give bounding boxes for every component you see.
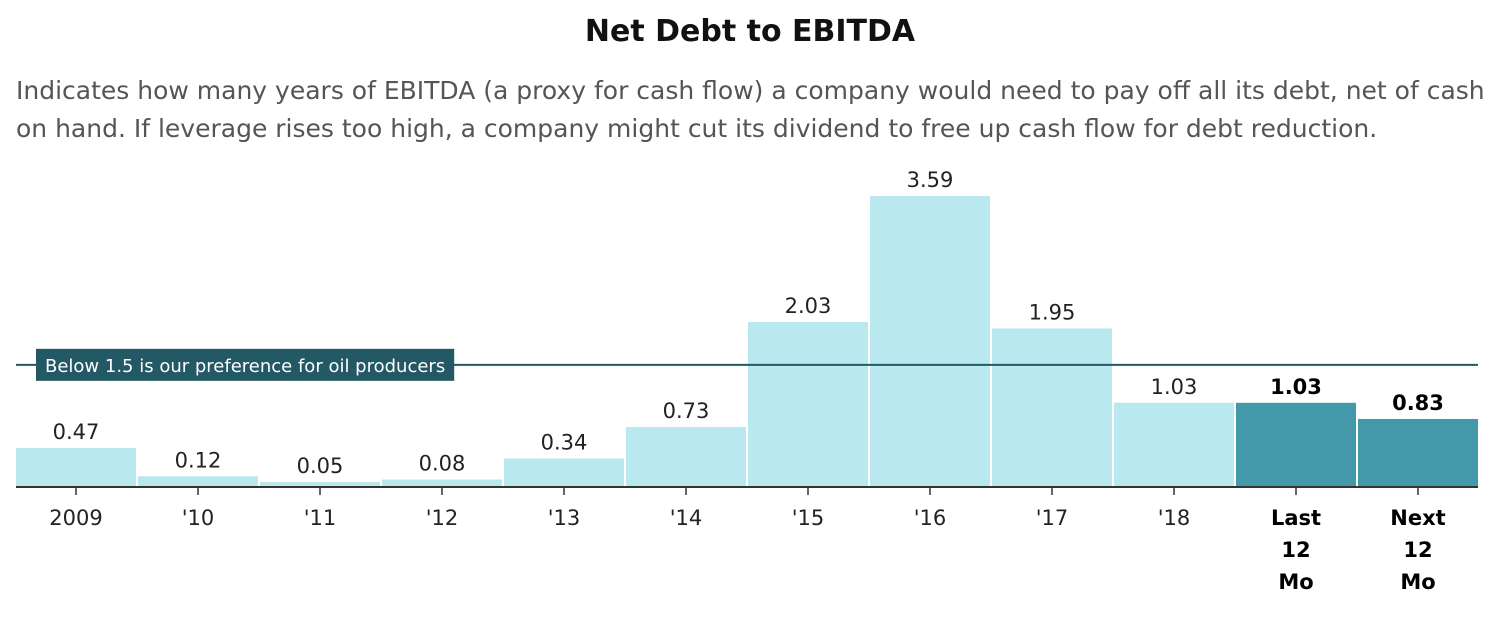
x-tick-label: 2009 — [49, 506, 102, 530]
reference-line-label: Below 1.5 is our preference for oil prod… — [45, 356, 445, 377]
bar — [748, 322, 868, 486]
data-label: 3.59 — [907, 168, 954, 192]
x-tick-label: 12 — [1281, 538, 1310, 562]
bar — [1358, 419, 1478, 486]
x-tick-label: '12 — [426, 506, 459, 530]
bar — [992, 328, 1112, 486]
x-tick-label: Last — [1271, 506, 1321, 530]
bar — [626, 427, 746, 486]
x-tick-label: '14 — [670, 506, 703, 530]
data-label: 1.03 — [1151, 375, 1198, 399]
bar — [1236, 403, 1356, 486]
x-tick-label: '13 — [548, 506, 581, 530]
data-label: 1.95 — [1029, 300, 1076, 324]
data-label: 0.47 — [53, 420, 100, 444]
data-label: 2.03 — [785, 294, 832, 318]
bar — [1114, 403, 1234, 486]
x-tick-label: Mo — [1400, 570, 1435, 594]
data-label: 0.34 — [541, 431, 588, 455]
data-label: 0.12 — [175, 448, 222, 472]
bar — [382, 480, 502, 486]
data-label: 0.83 — [1392, 391, 1444, 415]
bar — [260, 482, 380, 486]
data-label: 0.05 — [297, 454, 344, 478]
x-tick-label: '15 — [792, 506, 825, 530]
x-tick-label: Next — [1390, 506, 1445, 530]
x-tick-label: 12 — [1403, 538, 1432, 562]
bar — [504, 459, 624, 486]
data-label: 1.03 — [1270, 375, 1322, 399]
x-tick-label: '11 — [304, 506, 337, 530]
bar — [870, 196, 990, 486]
bar-chart: 0.47 0.12 0.05 0.08 0.34 0.73 2.03 3.59 1.95 1.03… — [0, 0, 1504, 622]
bar — [16, 448, 136, 486]
x-tick-label: '17 — [1036, 506, 1069, 530]
data-label: 0.08 — [419, 452, 466, 476]
reference-line-group: Below 1.5 is our preference for oil prod… — [16, 349, 1478, 381]
bar — [138, 476, 258, 486]
x-axis: 2009 '10 '11 '12 '13 '14 '15 '16 '17 '18 Last 12 Mo N… — [16, 487, 1478, 594]
bars-group: 0.47 0.12 0.05 0.08 0.34 0.73 2.03 3.59 1.95 1.03… — [16, 168, 1478, 486]
data-label: 0.73 — [663, 399, 710, 423]
x-tick-label: '10 — [182, 506, 215, 530]
x-tick-label: '16 — [914, 506, 947, 530]
x-tick-label: Mo — [1278, 570, 1313, 594]
x-tick-label: '18 — [1158, 506, 1191, 530]
